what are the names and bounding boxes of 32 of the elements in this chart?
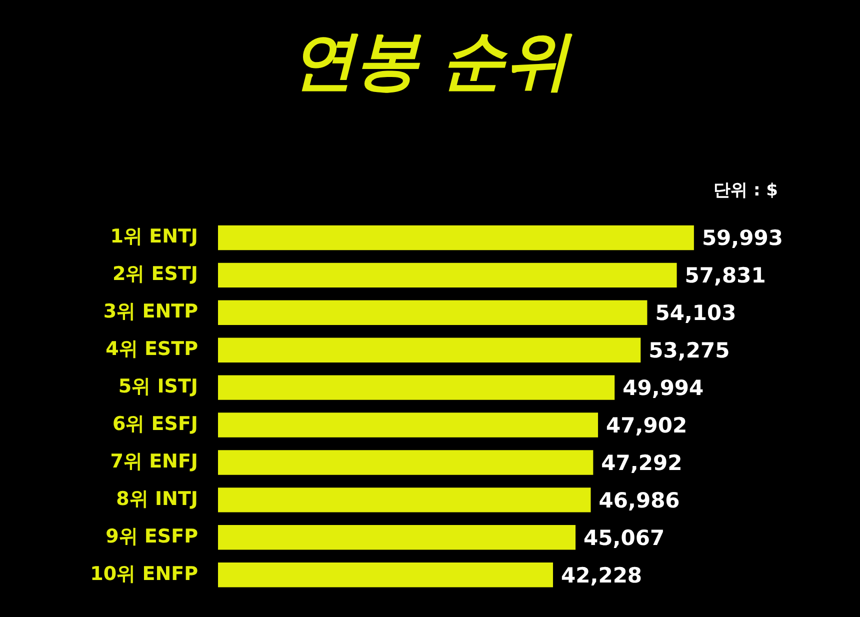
bar <box>218 338 641 362</box>
data-label: 46,986 <box>598 488 680 512</box>
data-label: 47,902 <box>606 413 688 438</box>
data-label: 54,103 <box>655 301 736 326</box>
data-label: 59,993 <box>702 226 783 250</box>
bar <box>218 375 615 400</box>
text: 단위 : $ <box>714 180 778 200</box>
y-tick-label: 1위 ENTJ <box>110 226 198 248</box>
bar <box>218 488 591 512</box>
data-label: 53,275 <box>648 338 730 363</box>
chart-title: 연봉 순위 <box>290 24 574 99</box>
y-tick-label: 9위 ESFP <box>106 525 198 548</box>
data-label: 47,292 <box>601 450 682 475</box>
y-tick-label: 7위 ENFJ <box>110 450 198 472</box>
bar <box>218 562 554 588</box>
data-label: 49,994 <box>622 376 704 400</box>
y-tick-label: 3위 ENTP <box>103 300 198 323</box>
bar <box>218 525 576 550</box>
data-label: 45,067 <box>584 526 665 550</box>
y-tick-label: 2위 ESTJ <box>112 263 198 286</box>
data-label: 57,831 <box>684 264 766 288</box>
y-tick-label: 10위 ENFP <box>90 562 198 585</box>
y-tick-label: 5위 ISTJ <box>118 376 198 398</box>
y-tick-label: 8위 INTJ <box>116 488 198 510</box>
y-tick-label: 4위 ESTP <box>106 338 198 360</box>
data-label: 42,228 <box>561 563 642 588</box>
bar <box>218 225 694 250</box>
bar <box>218 262 677 288</box>
bar <box>218 300 648 326</box>
bar <box>218 450 594 475</box>
y-tick-label: 6위 ESFJ <box>112 412 198 435</box>
bar <box>218 412 598 438</box>
